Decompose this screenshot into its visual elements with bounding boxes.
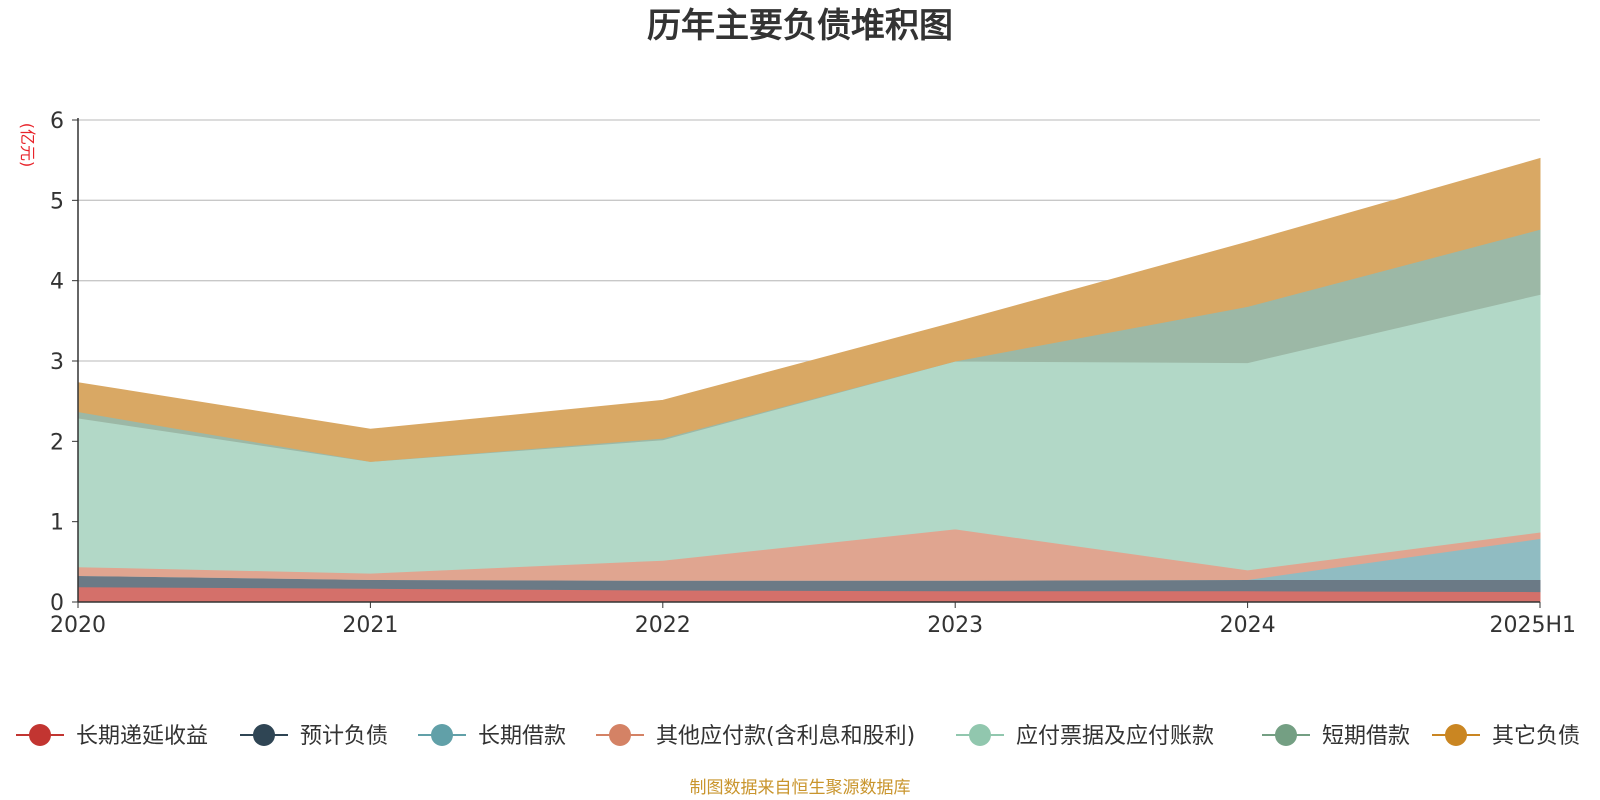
legend-item-6: 其它负债	[1432, 724, 1580, 749]
x-tick-label-2021: 2021	[342, 613, 398, 638]
y-tick-label-0: 0	[50, 591, 64, 616]
y-tick-label-5: 5	[50, 189, 64, 214]
legend-marker-4	[969, 724, 991, 746]
y-tick-label-4: 4	[50, 270, 64, 295]
legend-marker-5	[1275, 724, 1297, 746]
legend-label-6: 其它负债	[1492, 724, 1580, 749]
y-tick-label-2: 2	[50, 430, 64, 455]
legend-label-2: 长期借款	[478, 724, 566, 749]
legend-marker-0	[29, 724, 51, 746]
legend-item-3: 其他应付款(含利息和股利)	[596, 724, 915, 749]
x-tick-label-2025H1: 2025H1	[1489, 613, 1576, 638]
y-tick-label-6: 6	[50, 109, 64, 134]
area-layer	[77, 157, 1541, 603]
legend-label-5: 短期借款	[1322, 724, 1410, 749]
y-axis-unit-label: (亿元)	[18, 123, 37, 168]
axis-layer: 0 1 2 3 4 5 6 2020 2021 2022 2023 2024 2025H1	[50, 109, 1576, 638]
x-tick-label-2022: 2022	[635, 613, 691, 638]
legend-marker-1	[253, 724, 275, 746]
legend-label-1: 预计负债	[300, 724, 388, 749]
legend: 长期递延收益 预计负债 长期借款 其他应付款(含利息和股利) 应付票据及应付账款 短期借款…	[16, 724, 1580, 749]
x-tick-label-2024: 2024	[1220, 613, 1276, 638]
x-tick-label-2023: 2023	[927, 613, 983, 638]
legend-item-1: 预计负债	[240, 724, 388, 749]
source-note: 制图数据来自恒生聚源数据库	[690, 778, 911, 798]
legend-label-0: 长期递延收益	[76, 724, 208, 749]
legend-marker-3	[609, 724, 631, 746]
y-tick-label-3: 3	[50, 350, 64, 375]
y-tick-label-1: 1	[50, 511, 64, 536]
legend-label-3: 其他应付款(含利息和股利)	[656, 724, 915, 749]
legend-label-4: 应付票据及应付账款	[1016, 724, 1214, 749]
legend-item-5: 短期借款	[1262, 724, 1410, 749]
x-tick-label-2020: 2020	[50, 613, 106, 638]
legend-item-0: 长期递延收益	[16, 724, 208, 749]
area-series-6	[77, 157, 1541, 462]
legend-marker-2	[431, 724, 453, 746]
legend-item-4: 应付票据及应付账款	[956, 724, 1214, 749]
chart-title: 历年主要负债堆积图	[647, 6, 953, 46]
legend-marker-6	[1445, 724, 1467, 746]
legend-item-2: 长期借款	[418, 724, 566, 749]
